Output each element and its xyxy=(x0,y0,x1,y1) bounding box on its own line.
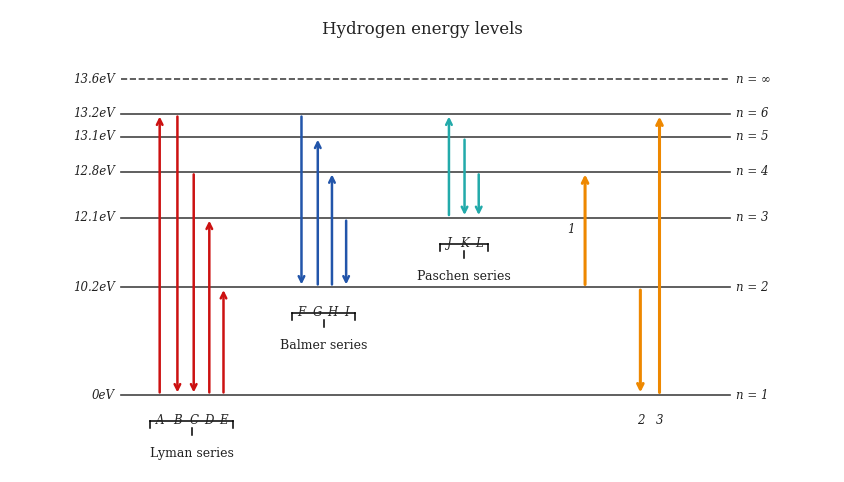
Text: L: L xyxy=(475,237,483,250)
Text: A: A xyxy=(155,415,164,428)
Text: I: I xyxy=(344,307,349,320)
Text: D: D xyxy=(204,415,214,428)
Text: B: B xyxy=(173,415,181,428)
Text: Balmer series: Balmer series xyxy=(280,339,367,352)
Text: n = 4: n = 4 xyxy=(736,165,769,178)
Text: 12.1eV: 12.1eV xyxy=(73,212,115,224)
Text: Hydrogen energy levels: Hydrogen energy levels xyxy=(322,21,522,38)
Text: Lyman series: Lyman series xyxy=(149,447,234,460)
Text: 3: 3 xyxy=(656,415,663,428)
Text: J: J xyxy=(446,237,452,250)
Text: n = 5: n = 5 xyxy=(736,131,769,143)
Text: Paschen series: Paschen series xyxy=(417,270,511,283)
Text: n = 3: n = 3 xyxy=(736,212,769,224)
Text: G: G xyxy=(313,307,322,320)
Text: n = 6: n = 6 xyxy=(736,107,769,120)
Text: 13.2eV: 13.2eV xyxy=(73,107,115,120)
Text: F: F xyxy=(297,307,306,320)
Text: 13.1eV: 13.1eV xyxy=(73,131,115,143)
Text: 0eV: 0eV xyxy=(92,389,115,402)
Text: n = 2: n = 2 xyxy=(736,281,769,294)
Text: 1: 1 xyxy=(567,223,575,236)
Text: 10.2eV: 10.2eV xyxy=(73,281,115,294)
Text: E: E xyxy=(219,415,228,428)
Text: 12.8eV: 12.8eV xyxy=(73,165,115,178)
Text: 2: 2 xyxy=(636,415,644,428)
Text: C: C xyxy=(189,415,198,428)
Text: n = 1: n = 1 xyxy=(736,389,769,402)
Text: H: H xyxy=(327,307,337,320)
Text: n = ∞: n = ∞ xyxy=(736,73,771,85)
Text: K: K xyxy=(460,237,469,250)
Text: 13.6eV: 13.6eV xyxy=(73,73,115,85)
